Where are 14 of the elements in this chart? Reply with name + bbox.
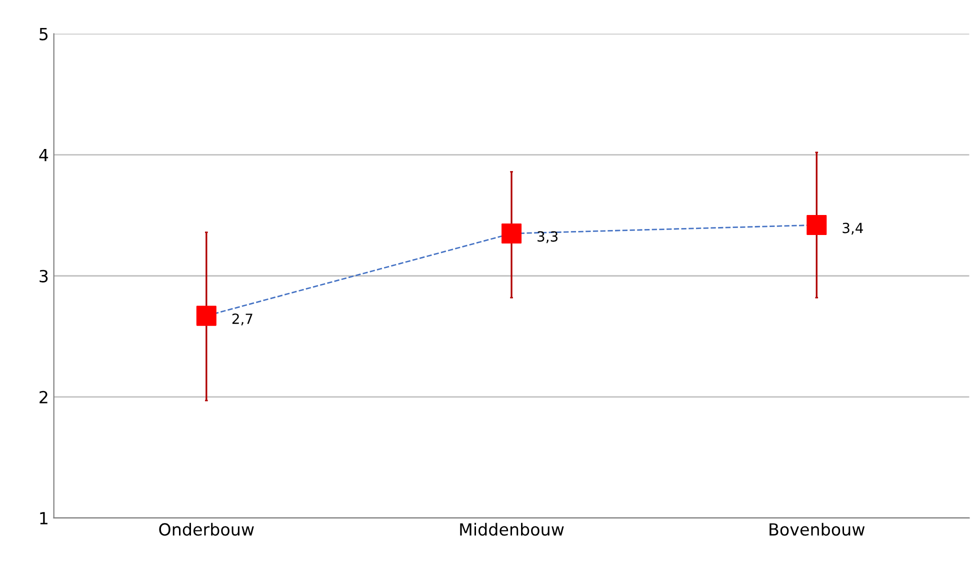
y-tick-label: 4 (39, 149, 48, 162)
data-label: 3,4 (842, 222, 863, 235)
point (502, 223, 522, 244)
point (806, 215, 827, 236)
data-label: 3,3 (538, 231, 558, 244)
x-tick-label: Middenbouw (460, 522, 564, 536)
y-tick-label: 5 (40, 28, 48, 40)
y-tick-label: 2 (40, 390, 48, 404)
y-tick-label: 3 (40, 270, 48, 282)
x-tick-label: Bovenbouw (770, 522, 865, 536)
x-tick-label: Onderbouw (159, 522, 254, 536)
point (196, 306, 216, 326)
y-tick-label: 1 (40, 512, 48, 524)
data-label: 2,7 (232, 314, 252, 326)
